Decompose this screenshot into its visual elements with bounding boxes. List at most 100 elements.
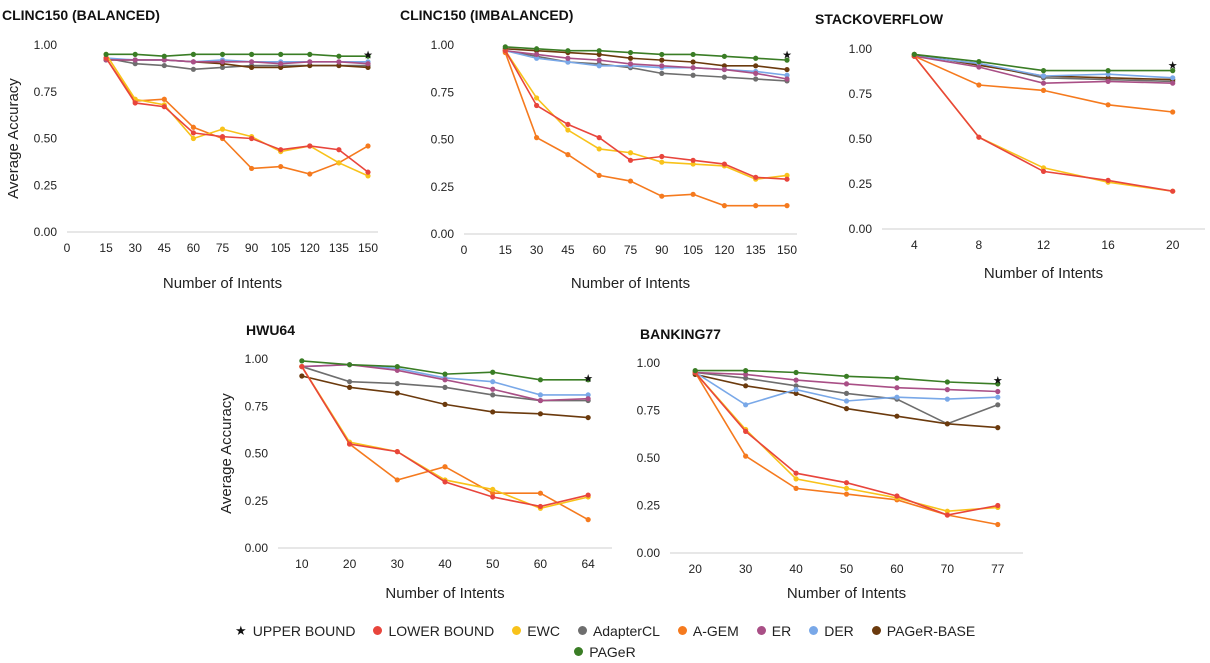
chart-1: 0.00 0.25 0.50 0.75 1.00 0 15 30 45 60 75 90 105 120 1… xyxy=(2,7,378,292)
data-point xyxy=(1170,80,1176,86)
series-der xyxy=(911,53,1176,81)
y-tick-label: 0.50 xyxy=(431,133,455,147)
data-point xyxy=(793,383,799,389)
series-line xyxy=(106,53,368,58)
data-point xyxy=(743,371,749,377)
data-point xyxy=(490,386,496,392)
data-point xyxy=(365,53,371,59)
x-tick-label: 30 xyxy=(530,243,544,257)
data-point xyxy=(161,57,167,63)
series-upper-bound: ★ xyxy=(993,374,1003,387)
data-point xyxy=(1105,75,1111,81)
data-point xyxy=(894,375,900,381)
data-point xyxy=(784,66,790,73)
data-point xyxy=(843,480,850,486)
series-pager xyxy=(299,358,591,383)
data-point xyxy=(190,59,196,65)
data-point xyxy=(596,63,602,69)
series-upper-bound: ★ xyxy=(363,48,373,61)
legend-item: LOWER BOUND xyxy=(373,623,494,639)
data-point xyxy=(537,503,544,510)
data-point xyxy=(1040,165,1047,171)
data-point xyxy=(843,373,850,379)
data-point xyxy=(249,64,255,71)
x-tick-label: 135 xyxy=(329,241,349,255)
x-tick-label: 45 xyxy=(158,241,172,255)
data-point xyxy=(894,385,900,391)
data-point xyxy=(1040,73,1047,79)
data-point xyxy=(659,193,665,199)
data-point xyxy=(692,368,698,374)
data-point xyxy=(278,147,284,153)
data-point xyxy=(442,371,448,377)
y-tick-label: 0.00 xyxy=(245,541,269,555)
chart-title: STACKOVERFLOW xyxy=(815,11,944,27)
legend-label: DER xyxy=(824,622,854,639)
upper-bound-star: ★ xyxy=(782,48,792,61)
data-point xyxy=(995,381,1001,387)
data-point xyxy=(394,390,400,396)
data-point xyxy=(534,95,540,101)
x-tick-label: 120 xyxy=(714,243,734,257)
x-tick-label: 150 xyxy=(358,241,378,255)
data-point xyxy=(190,135,196,142)
x-tick-label: 4 xyxy=(911,238,918,252)
data-point xyxy=(793,390,799,396)
data-point xyxy=(659,57,665,63)
y-tick-label: 0.50 xyxy=(849,132,873,146)
chart-title: BANKING77 xyxy=(640,326,721,342)
data-point xyxy=(161,53,167,59)
data-point xyxy=(537,397,544,404)
y-tick-label: 0.75 xyxy=(637,404,661,418)
data-point xyxy=(627,178,634,184)
x-axis-label: Number of Intents xyxy=(571,275,690,292)
upper-bound-star: ★ xyxy=(993,374,1003,387)
data-point xyxy=(132,100,138,106)
legend-label: PAGeR xyxy=(589,643,636,660)
data-point xyxy=(394,477,400,483)
y-tick-label: 0.00 xyxy=(849,222,873,236)
data-point xyxy=(365,61,371,67)
y-tick-label: 0.75 xyxy=(431,85,455,99)
data-point xyxy=(103,55,109,61)
data-point xyxy=(784,57,790,63)
legend-item: PAGeR-BASE xyxy=(871,623,975,639)
data-point xyxy=(784,176,790,182)
legend-marker xyxy=(574,647,584,656)
legend-label: AdapterCL xyxy=(592,622,660,639)
data-point xyxy=(721,203,728,209)
chart-title: HWU64 xyxy=(246,322,295,338)
data-point xyxy=(394,363,400,370)
data-point xyxy=(843,406,850,412)
x-tick-label: 60 xyxy=(187,241,201,255)
series-line xyxy=(504,50,788,180)
data-point xyxy=(565,55,571,61)
data-point xyxy=(534,135,540,141)
data-point xyxy=(627,150,634,156)
data-point xyxy=(944,421,950,427)
x-tick-label: 40 xyxy=(438,557,452,571)
series-ewc xyxy=(502,48,790,182)
legend-item: ★ UPPER BOUND xyxy=(235,623,356,639)
x-tick-label: 16 xyxy=(1101,238,1115,252)
x-tick-label: 75 xyxy=(624,243,638,257)
data-point xyxy=(944,379,950,385)
legend-label: A-GEM xyxy=(692,622,739,639)
data-point xyxy=(743,402,749,408)
series-line xyxy=(505,46,788,61)
series-upper-bound: ★ xyxy=(1168,59,1178,72)
data-point xyxy=(1170,75,1176,81)
series-pager xyxy=(692,368,1001,387)
x-tick-label: 75 xyxy=(216,241,230,255)
data-point xyxy=(307,171,313,177)
x-tick-label: 77 xyxy=(991,562,1005,576)
data-point xyxy=(502,48,508,54)
chart-title: CLINC150 (BALANCED) xyxy=(2,7,160,23)
data-point xyxy=(976,59,982,65)
y-tick-label: 1.00 xyxy=(431,38,455,52)
data-point xyxy=(596,146,602,152)
series-pager xyxy=(911,51,1176,74)
data-point xyxy=(537,411,544,417)
series-er xyxy=(911,53,1176,86)
